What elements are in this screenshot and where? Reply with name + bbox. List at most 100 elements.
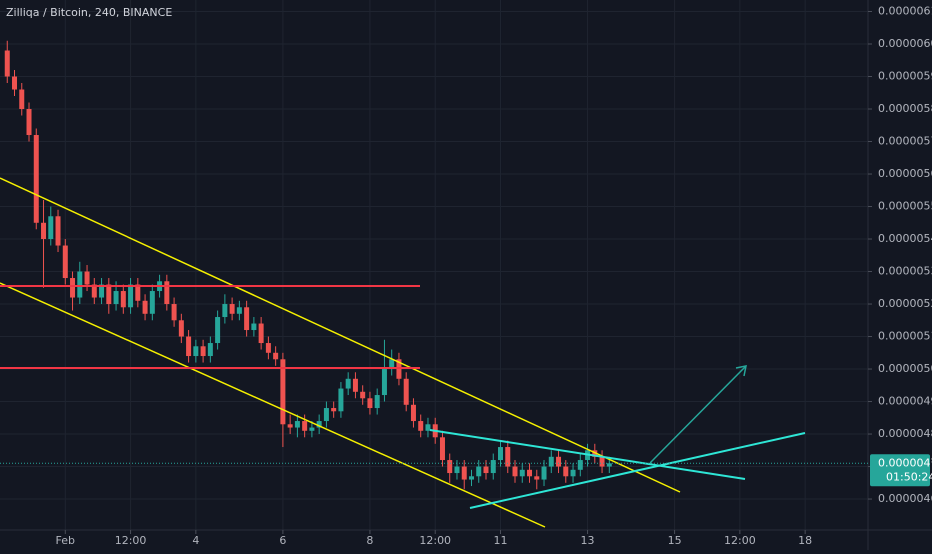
x-tick-label: 12:00 [724,534,756,547]
axes: 0.000004600.000004700.000004800.00000490… [0,5,932,547]
candle-body [244,307,250,331]
x-tick-label: 8 [366,534,373,547]
x-tick-label: 12:00 [419,534,451,547]
candle-body [309,427,315,431]
y-tick-label: 0.00000460 [878,492,932,505]
candle-body [592,450,598,457]
candle-body [403,378,409,405]
candle-body [77,271,83,298]
candle-body [389,359,395,370]
y-tick-label: 0.00000540 [878,232,932,245]
triangle-upper [429,429,746,480]
x-tick-label: 15 [668,534,682,547]
candle-body [519,469,525,477]
candle-body [468,476,474,480]
y-tick-label: 0.00000560 [878,167,932,180]
candle-body [418,421,424,431]
candle-body [113,291,119,305]
candle-body [338,388,344,412]
candle-body [48,216,54,240]
countdown: 01:50:24 [886,470,932,483]
candle-body [534,476,540,480]
x-tick-label: Feb [56,534,75,547]
triangle-lower [469,432,806,509]
y-tick-label: 0.00000570 [878,135,932,148]
candle-body [178,320,184,337]
candle-body [273,352,279,360]
candle-body [251,323,257,331]
candle-body [302,421,308,431]
candle-body [439,437,445,461]
y-tick-label: 0.00000500 [878,362,932,375]
price-tag-label: 0.00000471 [878,456,932,469]
candle-body [26,109,32,136]
candle-body [41,222,47,240]
x-tick-label: 6 [279,534,286,547]
candle-body [193,346,199,357]
candle-body [476,466,482,477]
candle-body [171,304,177,321]
candle-body [265,343,271,353]
candle-body [512,466,518,477]
candle-body [352,378,358,392]
candle-body [99,284,105,298]
candle-body [606,463,612,467]
candle-body [229,304,235,314]
candle-body [236,307,242,314]
channel-upper [0,177,681,493]
candle-body [128,284,134,308]
candle-body [222,304,228,318]
candle-body [345,378,351,389]
candle-body [527,469,533,477]
y-tick-label: 0.00000520 [878,297,932,310]
candle-body [84,271,90,285]
y-tick-label: 0.00000480 [878,427,932,440]
candle-body [70,278,76,298]
x-tick-label: 12:00 [115,534,147,547]
candle-body [570,469,576,477]
candle-body [331,408,337,412]
candle-body [505,447,511,467]
candle-body [541,466,547,480]
y-tick-label: 0.00000610 [878,5,932,18]
candle-body [4,50,10,77]
candle-body [200,346,206,357]
arrow [649,365,747,464]
candle-body [33,135,39,223]
candle-body [548,456,554,467]
x-tick-label: 18 [798,534,812,547]
x-tick-label: 11 [494,534,508,547]
candle-body [164,281,170,305]
candle-body [498,447,504,461]
candle-body [367,398,373,409]
candle-body [556,456,562,467]
candle-body [149,291,155,314]
candle-body [374,395,380,409]
candle-body [563,466,569,477]
candle-body [12,76,18,90]
candle-body [323,408,329,422]
drawings [0,177,806,528]
price-tag [870,454,930,487]
candle-body [490,460,496,474]
candle-body [207,343,213,357]
candle-body [91,284,97,298]
candle-body [461,466,467,480]
channel-lower [0,282,546,528]
candle-body [258,323,264,344]
x-tick-label: 4 [192,534,199,547]
candle-body [599,456,605,467]
candle-body [280,359,286,425]
candle-body [577,460,583,470]
candle-body [360,391,366,399]
candle-body [381,369,387,396]
candle-body [396,359,402,379]
candle-body [120,291,126,308]
candle-body [447,460,453,474]
candle-body [410,404,416,422]
candle-body [483,466,489,474]
y-tick-label: 0.00000530 [878,265,932,278]
candle-body [106,284,112,305]
